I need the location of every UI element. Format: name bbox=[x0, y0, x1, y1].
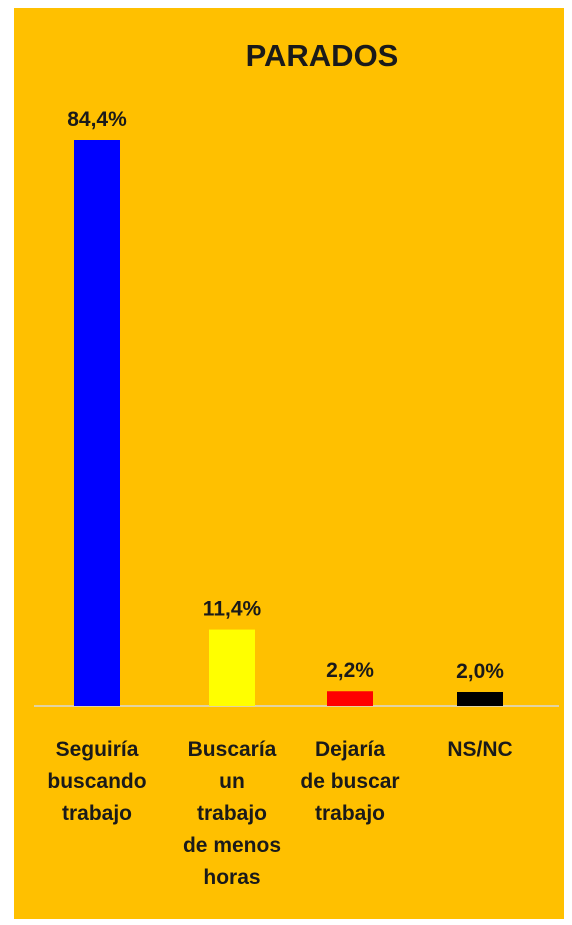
chart-panel: PARADOS 84,4% 11,4% 2,2% 2,0% Seguiría busca… bbox=[14, 8, 564, 919]
bars-layer bbox=[74, 140, 503, 706]
category-label-2-line-5: horas bbox=[203, 866, 260, 889]
category-label-3-line-1: Dejaría bbox=[315, 738, 385, 761]
bar-4 bbox=[457, 692, 503, 706]
bar-3 bbox=[327, 691, 373, 706]
value-labels-layer: 84,4% 11,4% 2,2% 2,0% bbox=[67, 108, 504, 683]
bar-2 bbox=[209, 629, 255, 706]
value-label-1: 84,4% bbox=[67, 108, 127, 131]
bar-1 bbox=[74, 140, 120, 706]
bar-chart: PARADOS 84,4% 11,4% 2,2% 2,0% Seguiría busca… bbox=[34, 38, 559, 889]
category-label-2-line-2: un bbox=[219, 770, 245, 793]
category-label-2-line-4: de menos bbox=[183, 834, 281, 857]
category-labels-layer: Seguiría buscando trabajo Buscaría un trabajo… bbox=[47, 738, 512, 889]
value-label-2: 11,4% bbox=[203, 598, 262, 621]
category-label-1-line-1: Seguiría bbox=[56, 738, 139, 761]
category-label-2-line-3: trabajo bbox=[197, 802, 267, 825]
category-label-4-line-1: NS/NC bbox=[447, 738, 512, 761]
category-label-1-line-2: buscando bbox=[47, 770, 146, 793]
value-label-4: 2,0% bbox=[456, 660, 504, 683]
chart-title: PARADOS bbox=[246, 38, 399, 73]
value-label-3: 2,2% bbox=[326, 659, 374, 682]
category-label-3-line-3: trabajo bbox=[315, 802, 385, 825]
category-label-3-line-2: de buscar bbox=[300, 770, 399, 793]
category-label-2-line-1: Buscaría bbox=[188, 738, 277, 761]
category-label-1-line-3: trabajo bbox=[62, 802, 132, 825]
